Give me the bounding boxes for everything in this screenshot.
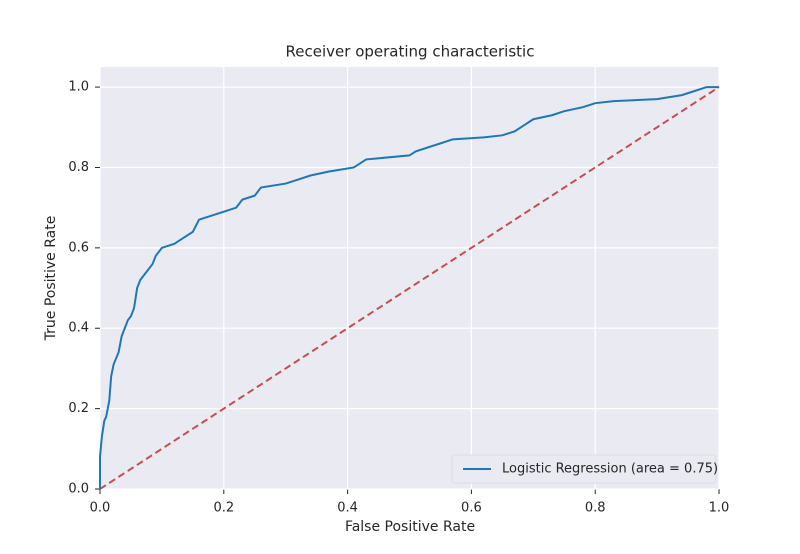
legend-box	[451, 454, 717, 484]
y-tick-label: 0.6	[68, 240, 89, 255]
x-axis-label: False Positive Rate	[345, 519, 475, 535]
roc-line	[99, 86, 719, 489]
x-tick-label: 0.6	[461, 501, 482, 516]
x-tick-label: 1.0	[709, 501, 730, 516]
chart-title: Receiver operating characteristic	[286, 43, 535, 61]
y-tick-label: 1.0	[68, 80, 89, 95]
y-axis-label: True Positive Rate	[43, 216, 59, 342]
y-tick-label: 0.0	[68, 482, 89, 497]
x-tick-label: 0.0	[90, 501, 111, 516]
plot-area	[100, 67, 719, 489]
y-tick-label: 0.2	[68, 401, 89, 416]
reference-line	[99, 86, 720, 490]
x-tick-label: 0.4	[337, 501, 358, 516]
y-tick-label: 0.8	[68, 160, 89, 175]
x-tick-label: 0.8	[585, 501, 606, 516]
legend-label: Logistic Regression (area = 0.75)	[502, 462, 718, 477]
x-tick-label: 0.2	[213, 501, 234, 516]
y-tick-label: 0.4	[68, 321, 89, 336]
